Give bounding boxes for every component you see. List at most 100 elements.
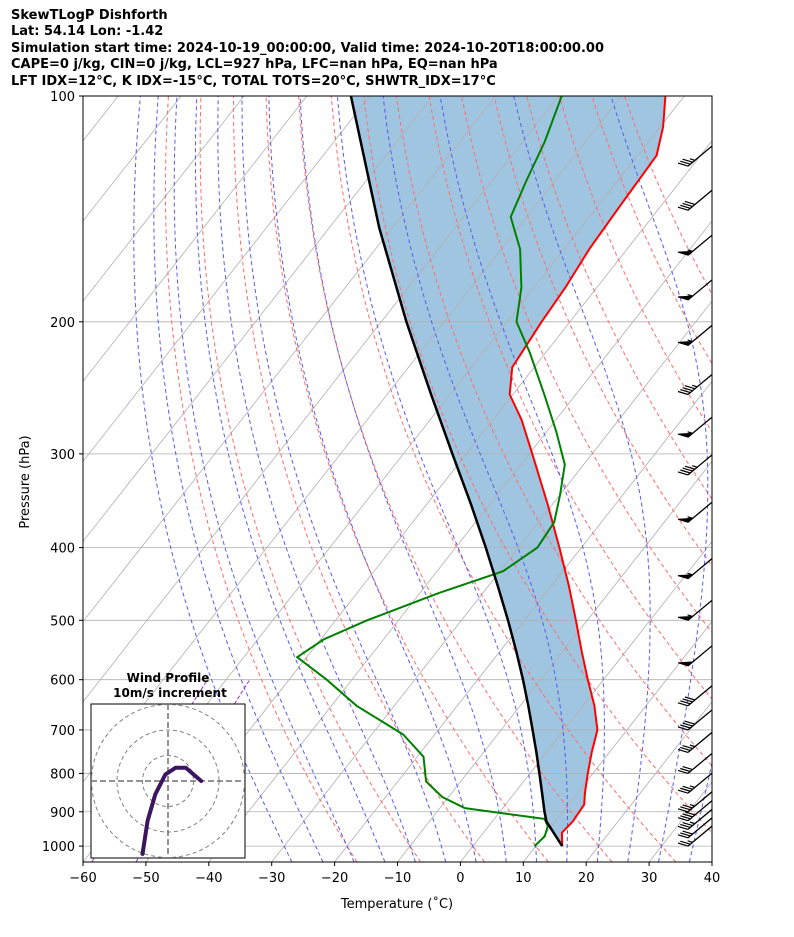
plot-area bbox=[83, 96, 712, 862]
moist-adiabat bbox=[173, 96, 355, 862]
barb-half-feather bbox=[687, 339, 693, 343]
barb-feather bbox=[682, 202, 693, 207]
barb-feather bbox=[680, 469, 691, 474]
moist-adiabat bbox=[513, 96, 651, 862]
hodograph-title: Wind Profile bbox=[127, 671, 210, 685]
barb-flag bbox=[677, 615, 695, 621]
x-axis-label: Temperature (˚C) bbox=[340, 896, 453, 912]
isotherm-line bbox=[522, 620, 712, 862]
dry-adiabat bbox=[265, 96, 549, 862]
barb-half-feather bbox=[687, 840, 693, 843]
dry-adiabat bbox=[165, 96, 358, 862]
x-tick-label: −50 bbox=[132, 871, 159, 886]
wind-barb bbox=[677, 599, 712, 621]
barb-feather bbox=[680, 832, 691, 837]
barb-half-feather bbox=[689, 158, 696, 161]
barb-flag bbox=[677, 432, 695, 438]
dry-adiabat bbox=[330, 96, 677, 862]
isotherm-line bbox=[83, 96, 559, 703]
isotherm-lines bbox=[83, 96, 712, 862]
barb-half-feather bbox=[687, 614, 693, 618]
y-axis-label: Pressure (hPa) bbox=[18, 435, 33, 528]
dry-adiabat bbox=[624, 96, 712, 296]
barb-feather bbox=[677, 789, 689, 794]
moist-adiabat bbox=[268, 96, 477, 862]
x-tick-label: 40 bbox=[704, 871, 721, 886]
barb-feather bbox=[684, 696, 696, 701]
x-axis: −60 −50 −40 −30 −20 −10 0 10 20 30 40 bbox=[69, 862, 720, 886]
hodograph-subtitle: 10m/s increment bbox=[113, 686, 227, 700]
wind-barb bbox=[677, 709, 712, 731]
barb-half-feather bbox=[689, 821, 696, 825]
y-axis: 100 200 300 400 500 600 700 800 900 1000 bbox=[42, 90, 83, 855]
y-tick-label: 800 bbox=[50, 767, 75, 782]
y-tick-label: 300 bbox=[50, 448, 75, 463]
cape-line: CAPE=0 j/kg, CIN=0 j/kg, LCL=927 hPa, LF… bbox=[11, 57, 498, 73]
parcel-line bbox=[349, 96, 564, 847]
moist-adiabat bbox=[336, 96, 537, 862]
barb-half-feather bbox=[687, 431, 693, 434]
barb-feather bbox=[682, 467, 693, 472]
barb-feather bbox=[677, 808, 689, 813]
barb-feather bbox=[684, 720, 696, 725]
index-line: LFT IDX=12°C, K IDX=-15°C, TOTAL TOTS=20… bbox=[11, 73, 496, 89]
x-tick-label: −30 bbox=[258, 871, 285, 886]
dry-adiabat bbox=[363, 96, 712, 834]
barb-feather bbox=[680, 724, 691, 729]
chart-title: SkewTLogP Dishforth bbox=[11, 8, 168, 23]
isotherm-line bbox=[334, 380, 712, 862]
moist-adiabat bbox=[217, 96, 416, 862]
isotherm-line bbox=[208, 220, 712, 862]
x-tick-label: 0 bbox=[456, 871, 464, 886]
isotherm-line bbox=[83, 96, 308, 382]
location-line: Lat: 54.14 Lon: -1.42 bbox=[11, 24, 164, 40]
x-tick-label: 10 bbox=[515, 871, 532, 886]
barb-feather bbox=[680, 389, 691, 394]
barb-feather bbox=[677, 834, 689, 839]
wind-barb bbox=[677, 189, 712, 211]
x-tick-label: −20 bbox=[321, 871, 348, 886]
hodograph-plot bbox=[91, 704, 245, 858]
wind-barb bbox=[677, 145, 712, 167]
y-tick-label: 100 bbox=[50, 90, 75, 105]
dry-adiabat bbox=[428, 96, 712, 700]
barb-feather bbox=[680, 700, 691, 705]
moist-adiabats bbox=[133, 96, 712, 862]
barb-feather bbox=[680, 840, 691, 845]
hodograph-inset: Wind Profile 10m/s increment bbox=[90, 671, 246, 859]
barb-feather bbox=[682, 158, 693, 163]
isotherm-line bbox=[83, 96, 371, 463]
x-tick-label: −60 bbox=[69, 871, 96, 886]
barb-half-feather bbox=[689, 744, 696, 748]
barb-feather bbox=[677, 162, 689, 167]
wind-barb bbox=[677, 501, 712, 523]
barb-feather bbox=[682, 698, 693, 703]
isotherm-line bbox=[271, 300, 712, 862]
wind-barb bbox=[677, 557, 712, 580]
wind-barbs bbox=[677, 145, 712, 847]
wind-barb bbox=[677, 234, 712, 256]
barb-feather bbox=[682, 744, 693, 750]
barb-feather bbox=[682, 813, 693, 818]
y-tick-label: 200 bbox=[50, 316, 75, 331]
barb-half-feather bbox=[687, 293, 693, 297]
barb-feather bbox=[680, 823, 691, 829]
barb-half-feather bbox=[687, 249, 693, 252]
moist-adiabat bbox=[688, 760, 712, 862]
barb-feather bbox=[684, 811, 696, 816]
wind-barb bbox=[677, 684, 712, 707]
barb-feather bbox=[677, 471, 689, 476]
barb-flag bbox=[677, 661, 695, 667]
y-tick-label: 600 bbox=[50, 674, 75, 689]
moist-adiabat bbox=[382, 96, 568, 862]
x-tick-label: 20 bbox=[578, 871, 595, 886]
profiles bbox=[295, 96, 667, 847]
dry-adiabat bbox=[233, 96, 485, 862]
barb-feather bbox=[677, 748, 689, 753]
barb-feather bbox=[677, 702, 689, 707]
x-tick-label: −40 bbox=[195, 871, 222, 886]
barb-feather bbox=[680, 787, 691, 792]
barb-feather bbox=[677, 825, 689, 830]
barb-feather bbox=[682, 785, 693, 790]
cape-area bbox=[350, 96, 666, 847]
